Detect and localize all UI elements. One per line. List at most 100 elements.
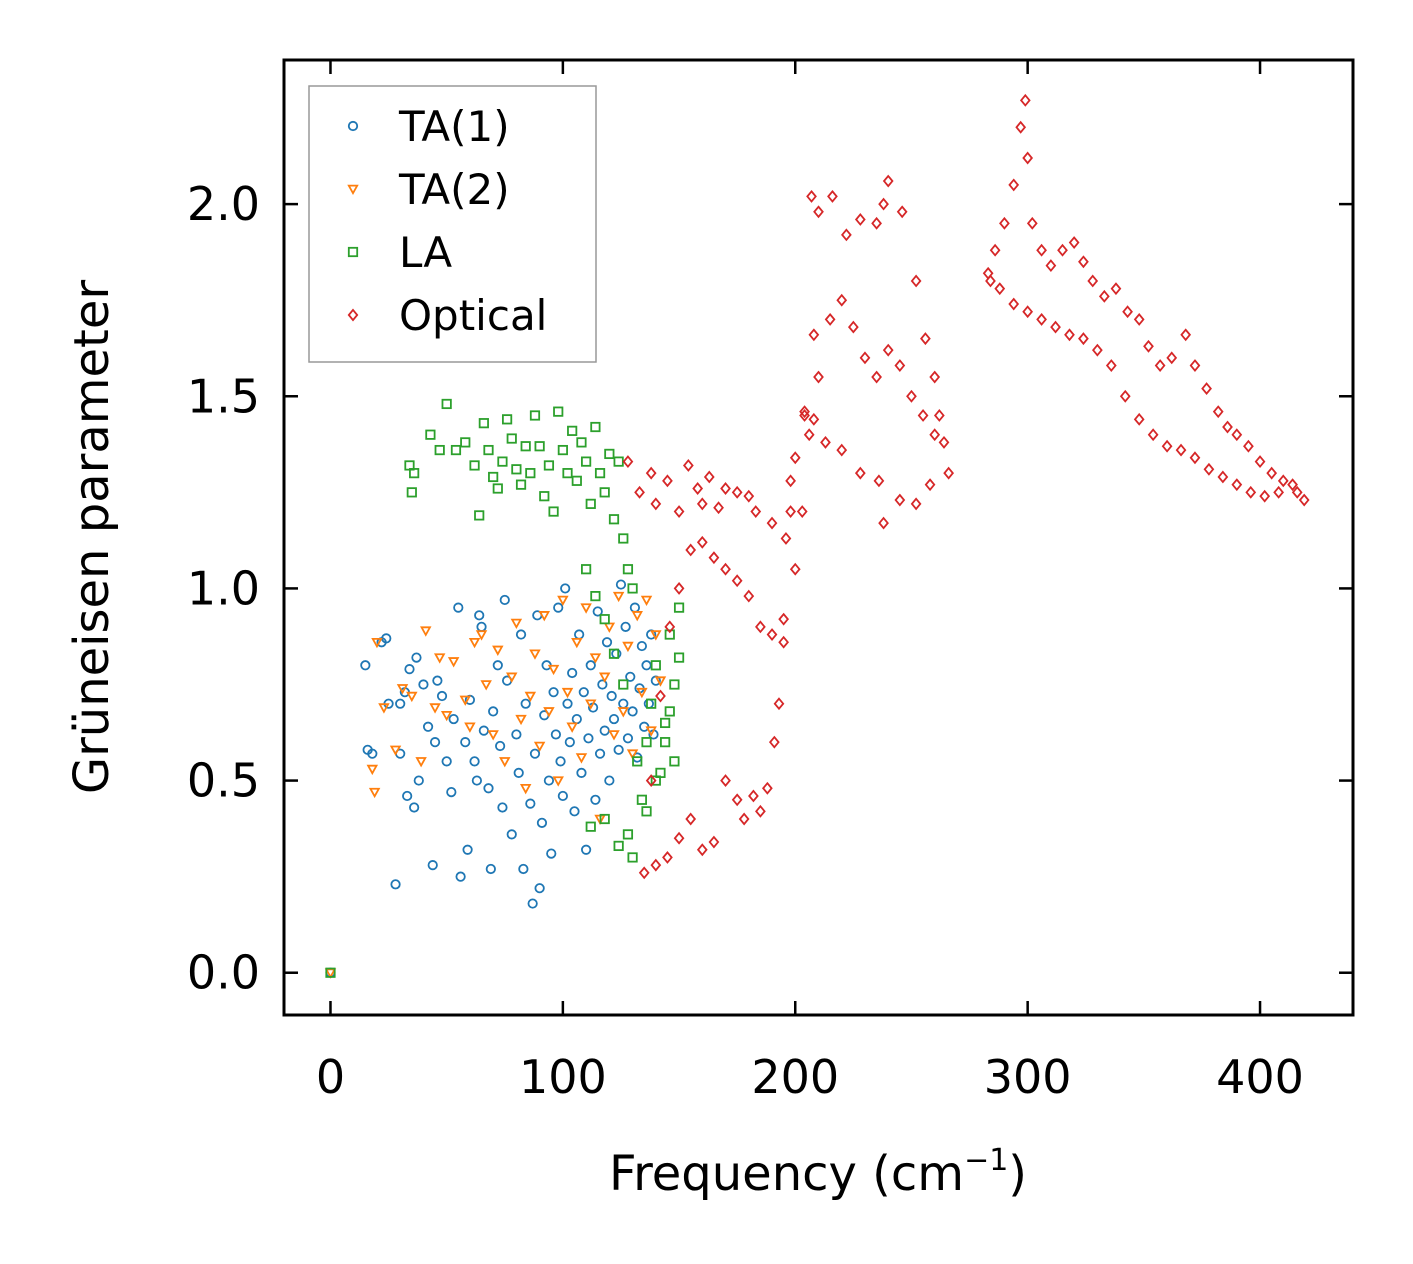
data-point (429, 737, 441, 748)
data-point (778, 635, 790, 649)
data-point (673, 831, 685, 845)
data-point (576, 767, 587, 778)
data-point (459, 695, 471, 706)
data-point (1026, 216, 1038, 230)
data-point (460, 737, 471, 748)
data-point (882, 174, 894, 188)
data-point (808, 328, 820, 342)
data-point (371, 637, 383, 649)
x-axis-title-suffix: ) (1008, 1146, 1027, 1202)
data-point (441, 756, 452, 767)
data-point (604, 448, 615, 460)
data-point (1119, 389, 1131, 403)
data-point (525, 468, 536, 479)
data-point (894, 493, 906, 507)
legend-label: Optical (399, 291, 547, 340)
data-point (773, 697, 785, 711)
data-point (910, 497, 922, 511)
data-point (525, 798, 536, 809)
data-point (592, 606, 603, 617)
series-la (325, 398, 685, 978)
data-point (606, 690, 617, 702)
data-point (571, 713, 582, 725)
legend-marker (347, 308, 359, 322)
data-point (495, 740, 506, 752)
data-point (1133, 412, 1145, 426)
data-point (513, 767, 524, 778)
data-point (422, 721, 434, 732)
data-point (543, 707, 555, 718)
data-point (404, 664, 415, 675)
data-point (743, 489, 755, 503)
data-point (432, 675, 443, 686)
data-point (506, 672, 518, 683)
data-point (574, 629, 585, 640)
data-point (390, 879, 401, 890)
data-point (534, 441, 545, 452)
data-point (622, 733, 634, 744)
data-point (789, 562, 801, 576)
data-point (590, 421, 601, 433)
data-point (1036, 312, 1047, 326)
data-point (469, 460, 480, 471)
data-point (625, 671, 636, 682)
data-point (731, 793, 743, 807)
legend-marker (347, 120, 359, 132)
data-point (427, 860, 438, 871)
data-point (462, 844, 473, 855)
data-point (1068, 236, 1080, 249)
data-point (1277, 474, 1289, 488)
data-point (474, 610, 485, 621)
data-point (696, 535, 708, 549)
data-point (796, 505, 808, 519)
data-point (778, 612, 790, 626)
data-point (325, 967, 336, 978)
data-point (464, 722, 476, 733)
data-point (999, 216, 1010, 230)
data-point (613, 744, 624, 755)
data-point (599, 614, 610, 625)
data-point (696, 843, 708, 857)
data-point (896, 205, 908, 219)
data-point (1078, 332, 1089, 346)
data-point (527, 898, 538, 909)
data-point (608, 713, 620, 725)
data-point (894, 359, 906, 372)
data-point (685, 543, 697, 557)
data-point (1110, 282, 1122, 296)
data-point (1154, 359, 1166, 372)
data-point (650, 858, 662, 872)
data-point (453, 602, 464, 613)
data-point (539, 491, 550, 502)
y-tick-label: 0.5 (187, 754, 260, 808)
data-point (497, 802, 508, 813)
data-point (669, 679, 680, 690)
data-point (618, 533, 629, 544)
data-point (546, 848, 557, 859)
data-point (360, 660, 371, 671)
data-point (564, 737, 575, 748)
data-point (460, 437, 471, 448)
data-point (673, 652, 685, 663)
data-point (645, 726, 657, 737)
data-point (436, 690, 448, 702)
data-point (660, 737, 671, 748)
legend-marker (347, 184, 359, 196)
data-point (613, 840, 624, 852)
data-point (469, 756, 480, 767)
data-point (1231, 428, 1243, 442)
data-point (1222, 420, 1233, 434)
data-point (434, 444, 445, 456)
data-point (643, 698, 654, 709)
data-point (581, 844, 592, 855)
data-point (601, 637, 613, 648)
data-point (553, 406, 564, 417)
data-point (450, 444, 462, 456)
data-point (664, 629, 675, 640)
data-point (441, 398, 452, 410)
data-point (641, 660, 652, 671)
data-point (492, 483, 503, 494)
data-point (555, 756, 566, 767)
data-point (413, 775, 424, 786)
data-point (631, 611, 643, 622)
